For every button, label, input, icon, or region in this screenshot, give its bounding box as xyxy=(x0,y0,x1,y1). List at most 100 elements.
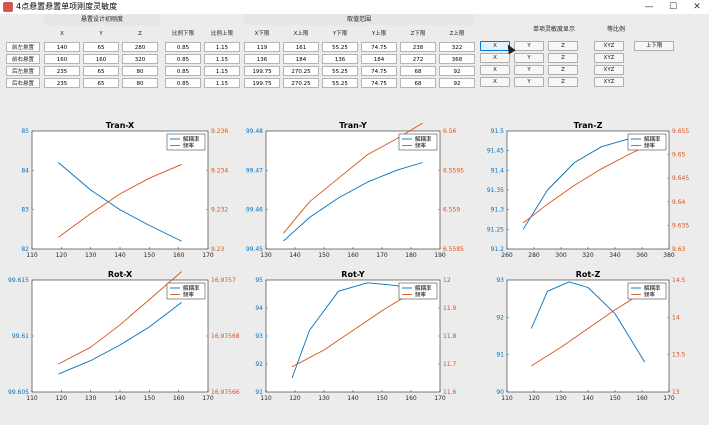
sensitivity-y-button[interactable]: Y xyxy=(514,77,544,87)
value-input[interactable]: 140 xyxy=(44,42,80,52)
y-right-tick-label: 9.236 xyxy=(211,128,228,135)
value-input[interactable]: 184 xyxy=(283,54,319,64)
value-input[interactable]: 0.85 xyxy=(165,78,201,88)
value-input[interactable]: 160 xyxy=(44,54,80,64)
value-input[interactable]: 270.25 xyxy=(283,66,319,76)
y-right-tick-label: 9.63 xyxy=(672,246,686,253)
row-label: 后左悬置 xyxy=(6,66,40,76)
chart-title: Rot-Y xyxy=(341,270,365,279)
ratio-xyz-button[interactable]: XYZ xyxy=(594,53,624,63)
updown-limit-button[interactable]: 上下限 xyxy=(634,41,674,51)
value-input[interactable]: 55.25 xyxy=(322,66,358,76)
value-input[interactable]: 1.15 xyxy=(204,54,240,64)
row-label: 前右悬置 xyxy=(6,54,40,64)
sensitivity-x-button[interactable]: X xyxy=(480,41,510,51)
value-input[interactable]: 80 xyxy=(122,78,158,88)
value-input[interactable]: 68 xyxy=(400,66,436,76)
value-input[interactable]: 65 xyxy=(83,78,119,88)
value-input[interactable]: 55.25 xyxy=(322,42,358,52)
value-input[interactable]: 80 xyxy=(122,66,158,76)
value-input[interactable]: 92 xyxy=(439,66,475,76)
y-left-tick-label: 91 xyxy=(496,352,504,359)
ratio-xyz-button[interactable]: XYZ xyxy=(594,41,624,51)
value-input[interactable]: 184 xyxy=(361,54,397,64)
x-tick-label: 170 xyxy=(376,252,388,259)
sensitivity-z-button[interactable]: Z xyxy=(548,65,578,75)
value-input[interactable]: 68 xyxy=(400,78,436,88)
value-input[interactable]: 280 xyxy=(122,42,158,52)
y-left-tick-label: 85 xyxy=(21,128,29,135)
value-input[interactable]: 1.15 xyxy=(204,78,240,88)
series-line-frequency xyxy=(531,290,645,367)
y-left-tick-label: 99.47 xyxy=(246,167,263,174)
legend-box xyxy=(398,133,438,151)
y-left-tick-label: 91.35 xyxy=(487,187,504,194)
value-input[interactable]: 1.15 xyxy=(204,66,240,76)
value-input[interactable]: 136 xyxy=(244,54,280,64)
column-header: X上限 xyxy=(293,31,309,37)
y-left-tick-label: 91.5 xyxy=(491,128,505,135)
value-input[interactable]: 320 xyxy=(122,54,158,64)
value-input[interactable]: 368 xyxy=(439,54,475,64)
sensitivity-x-button[interactable]: X xyxy=(480,77,510,87)
value-input[interactable]: 92 xyxy=(439,78,475,88)
series-line-frequency xyxy=(58,163,182,238)
value-input[interactable]: 199.75 xyxy=(244,66,280,76)
sensitivity-y-button[interactable]: Y xyxy=(514,65,544,75)
value-input[interactable]: 322 xyxy=(439,42,475,52)
y-right-tick-label: 14.5 xyxy=(672,277,686,284)
x-tick-label: 180 xyxy=(405,252,417,259)
value-input[interactable]: 65 xyxy=(83,42,119,52)
series-line-frequency xyxy=(283,122,423,234)
sensitivity-y-button[interactable]: Y xyxy=(514,53,544,63)
sensitivity-z-button[interactable]: Z xyxy=(548,53,578,63)
value-input[interactable]: 74.75 xyxy=(361,66,397,76)
series-line-decoupling xyxy=(291,282,415,379)
y-left-tick-label: 93 xyxy=(255,333,263,340)
ratio-xyz-button[interactable]: XYZ xyxy=(594,65,624,75)
value-input[interactable]: 0.85 xyxy=(165,66,201,76)
sensitivity-z-button[interactable]: Z xyxy=(548,77,578,87)
legend-box xyxy=(627,282,667,300)
value-input[interactable]: 74.75 xyxy=(361,78,397,88)
sensitivity-x-button[interactable]: X xyxy=(480,65,510,75)
y-left-tick-label: 83 xyxy=(21,207,29,214)
close-button[interactable]: ✕ xyxy=(693,2,701,12)
value-input[interactable]: 65 xyxy=(83,66,119,76)
legend-label: 解耦率 xyxy=(183,135,200,143)
range-group-title: 取值范围 xyxy=(244,14,474,25)
chart-title: Tran-Z xyxy=(574,121,603,130)
maximize-button[interactable]: ☐ xyxy=(668,2,678,12)
minimize-button[interactable]: — xyxy=(644,2,654,12)
value-input[interactable]: 199.75 xyxy=(244,78,280,88)
y-left-tick-label: 99.45 xyxy=(246,246,263,253)
x-tick-label: 150 xyxy=(376,395,388,402)
value-input[interactable]: 235 xyxy=(44,66,80,76)
sensitivity-z-button[interactable]: Z xyxy=(548,41,578,51)
ratio-xyz-button[interactable]: XYZ xyxy=(594,77,624,87)
x-tick-label: 110 xyxy=(26,395,38,402)
sensitivity-x-button[interactable]: X xyxy=(480,53,510,63)
value-input[interactable]: 74.75 xyxy=(361,42,397,52)
value-input[interactable]: 235 xyxy=(44,78,80,88)
value-input[interactable]: 161 xyxy=(283,42,319,52)
value-input[interactable]: 238 xyxy=(400,42,436,52)
value-input[interactable]: 0.85 xyxy=(165,54,201,64)
value-input[interactable]: 55.25 xyxy=(322,78,358,88)
value-input[interactable]: 136 xyxy=(322,54,358,64)
chart-title: Tran-Y xyxy=(339,121,367,130)
value-input[interactable]: 0.85 xyxy=(165,42,201,52)
y-right-tick-label: 6.5595 xyxy=(443,167,464,174)
y-left-tick-label: 99.61 xyxy=(12,333,29,340)
value-input[interactable]: 1.15 xyxy=(204,42,240,52)
x-tick-label: 120 xyxy=(56,395,68,402)
x-tick-label: 120 xyxy=(56,252,68,259)
value-input[interactable]: 272 xyxy=(400,54,436,64)
sensitivity-y-button[interactable]: Y xyxy=(514,41,544,51)
value-input[interactable]: 160 xyxy=(83,54,119,64)
x-tick-label: 190 xyxy=(434,252,446,259)
value-input[interactable]: 119 xyxy=(244,42,280,52)
legend-label: 频率 xyxy=(183,142,195,150)
value-input[interactable]: 270.25 xyxy=(283,78,319,88)
x-tick-label: 130 xyxy=(555,395,567,402)
